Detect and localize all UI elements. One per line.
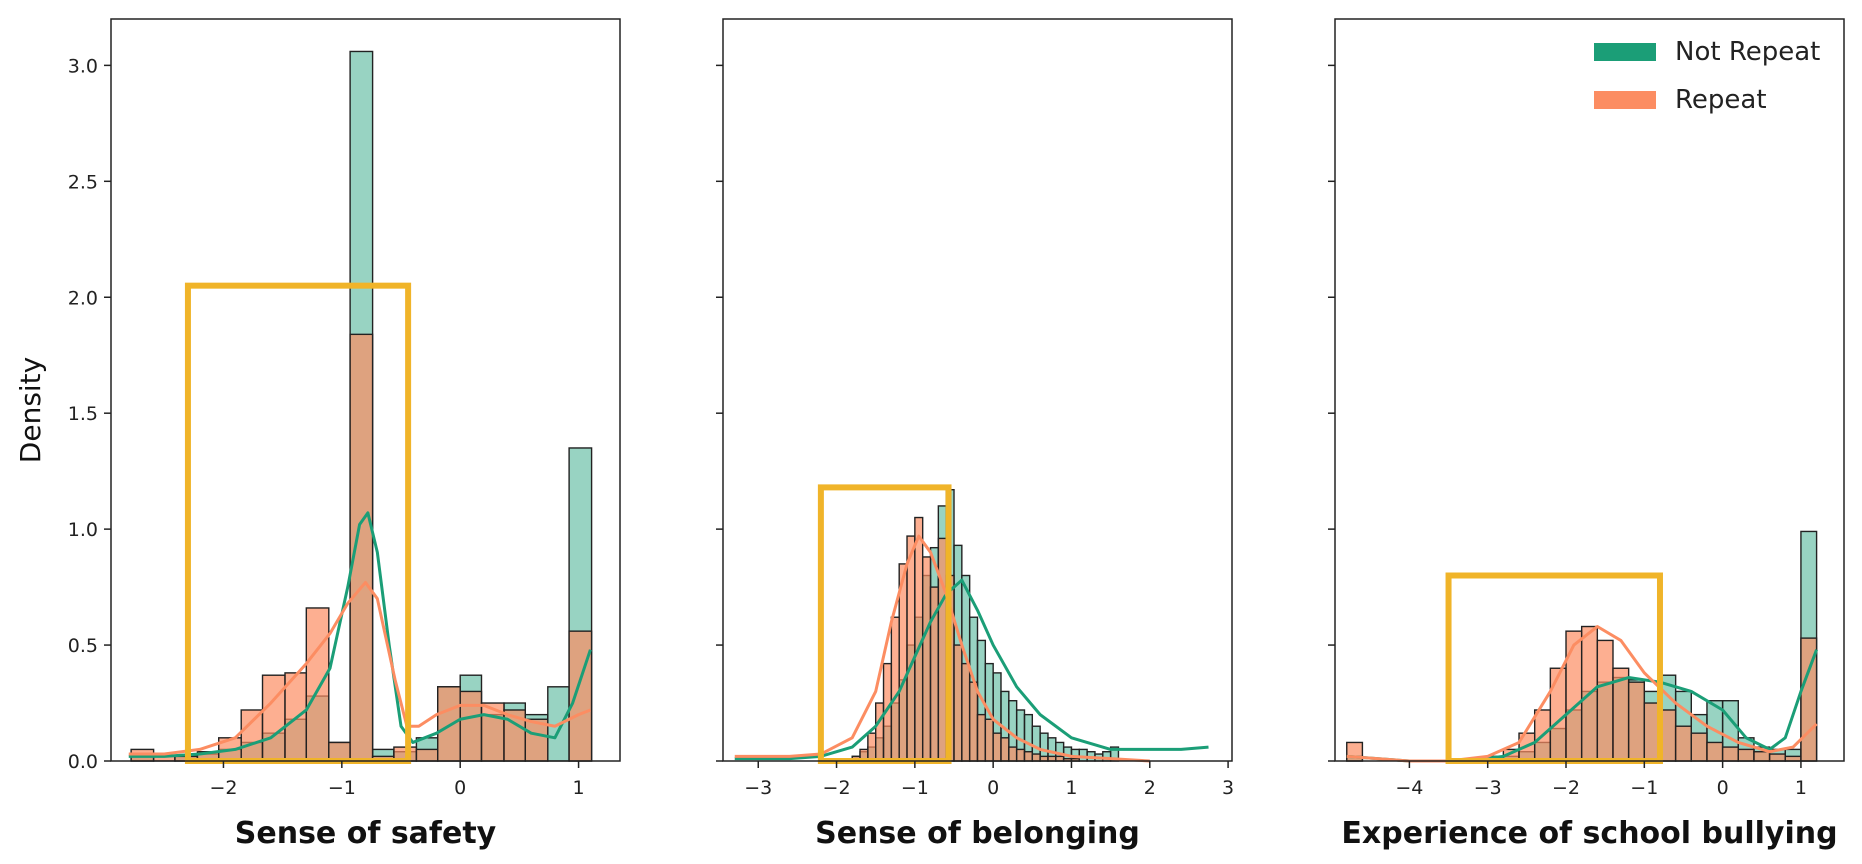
x-tick-label: 2 [1144, 777, 1156, 799]
histogram-bar [1706, 741, 1724, 762]
legend-swatch-not-repeat [1594, 43, 1656, 61]
x-tick-label: 0 [1717, 777, 1729, 799]
x-tick-label: 1 [1065, 777, 1077, 799]
x-tick-label: −1 [328, 777, 356, 799]
x-tick-label: −2 [209, 777, 237, 799]
x-tick-label: −1 [1630, 777, 1658, 799]
histogram-bar [1753, 751, 1771, 762]
histogram-bar [921, 556, 932, 762]
histogram-bar [415, 748, 439, 762]
x-tick-label: 1 [573, 777, 585, 799]
x-axis-label: Experience of school bullying [1341, 816, 1837, 851]
histogram-bar [459, 690, 483, 762]
histogram-bar [1690, 732, 1708, 762]
y-tick-label: 0.5 [68, 635, 98, 657]
kde-line-repeat [128, 580, 591, 756]
histogram-bar [953, 644, 963, 762]
y-axis-label: Density [14, 357, 47, 463]
x-tick-label: 1 [1795, 777, 1807, 799]
plot-frame [110, 18, 621, 762]
plot-frame [722, 18, 1233, 762]
histogram-bar [1768, 753, 1786, 762]
x-tick-label: −3 [744, 777, 772, 799]
histogram-bar [906, 535, 916, 762]
legend: Not Repeat Repeat [1594, 37, 1820, 115]
x-tick-label: −1 [901, 777, 929, 799]
histogram-bar [568, 630, 593, 762]
x-tick-label: −3 [1474, 777, 1502, 799]
histogram-bar [984, 718, 994, 762]
bars-repeat [130, 333, 593, 762]
panel-sense-of-belonging: −3 −2 −1 0 1 2 3 Sense of belonging [716, 18, 1234, 851]
x-tick-label: −2 [823, 777, 851, 799]
panel-sense-of-safety: 0.0 0.5 1.0 1.5 2.0 2.5 3.0 −2 −1 0 1 Sense of safe… [68, 18, 621, 851]
histogram-bar [1008, 746, 1018, 762]
legend-label-repeat: Repeat [1675, 85, 1767, 115]
histogram-bar [261, 674, 286, 762]
x-axis-label: Sense of safety [235, 816, 497, 851]
histogram-bar [1015, 748, 1026, 762]
panel-school-bullying: −4 −3 −2 −1 0 1 Experience of school bullying [1328, 18, 1845, 851]
kde-line-repeat [734, 534, 1150, 763]
histogram-bar [976, 713, 987, 762]
x-tick-label: −4 [1395, 777, 1423, 799]
y-tick-label: 3.0 [68, 55, 98, 77]
histogram-bar [1031, 753, 1041, 762]
histogram-bar [1023, 751, 1034, 762]
x-tick-label: 3 [1222, 777, 1234, 799]
histogram-bar [1596, 639, 1614, 762]
y-tick-label: 1.5 [68, 403, 98, 425]
y-tick-label: 2.0 [68, 287, 98, 309]
histogram-bar [968, 681, 979, 762]
histogram-bar [875, 702, 885, 762]
histogram-bar [1078, 748, 1088, 762]
histogram-bar [1721, 746, 1739, 762]
histogram-bar [937, 537, 947, 762]
histogram-bar [437, 686, 461, 762]
histogram-bar [1565, 630, 1583, 762]
x-tick-label: 0 [454, 777, 466, 799]
histogram-bar [1737, 748, 1755, 762]
histogram-bar [1627, 681, 1646, 762]
y-tick-label: 2.5 [68, 171, 98, 193]
y-tick-label: 0.0 [68, 751, 98, 773]
x-axis-label: Sense of belonging [815, 816, 1140, 851]
histogram-bar [1549, 667, 1567, 762]
histogram-bar [349, 333, 374, 762]
histogram-bar [867, 732, 877, 762]
legend-swatch-repeat [1594, 91, 1656, 109]
x-tick-label: 0 [987, 777, 999, 799]
histogram-bar [1674, 725, 1692, 762]
histogram-bar [890, 616, 900, 762]
histogram-bar [961, 662, 971, 762]
legend-label-not-repeat: Not Repeat [1675, 37, 1820, 67]
kde-line-not-repeat [128, 511, 592, 758]
histogram-bar [305, 607, 330, 762]
y-tick-label: 1.0 [68, 519, 98, 541]
histogram-bar [240, 709, 264, 762]
histogram-bar [992, 732, 1002, 762]
x-tick-label: −2 [1552, 777, 1580, 799]
plot-frame [1334, 18, 1845, 762]
kde-line-not-repeat [734, 578, 1209, 761]
histogram-bar [1000, 737, 1010, 762]
